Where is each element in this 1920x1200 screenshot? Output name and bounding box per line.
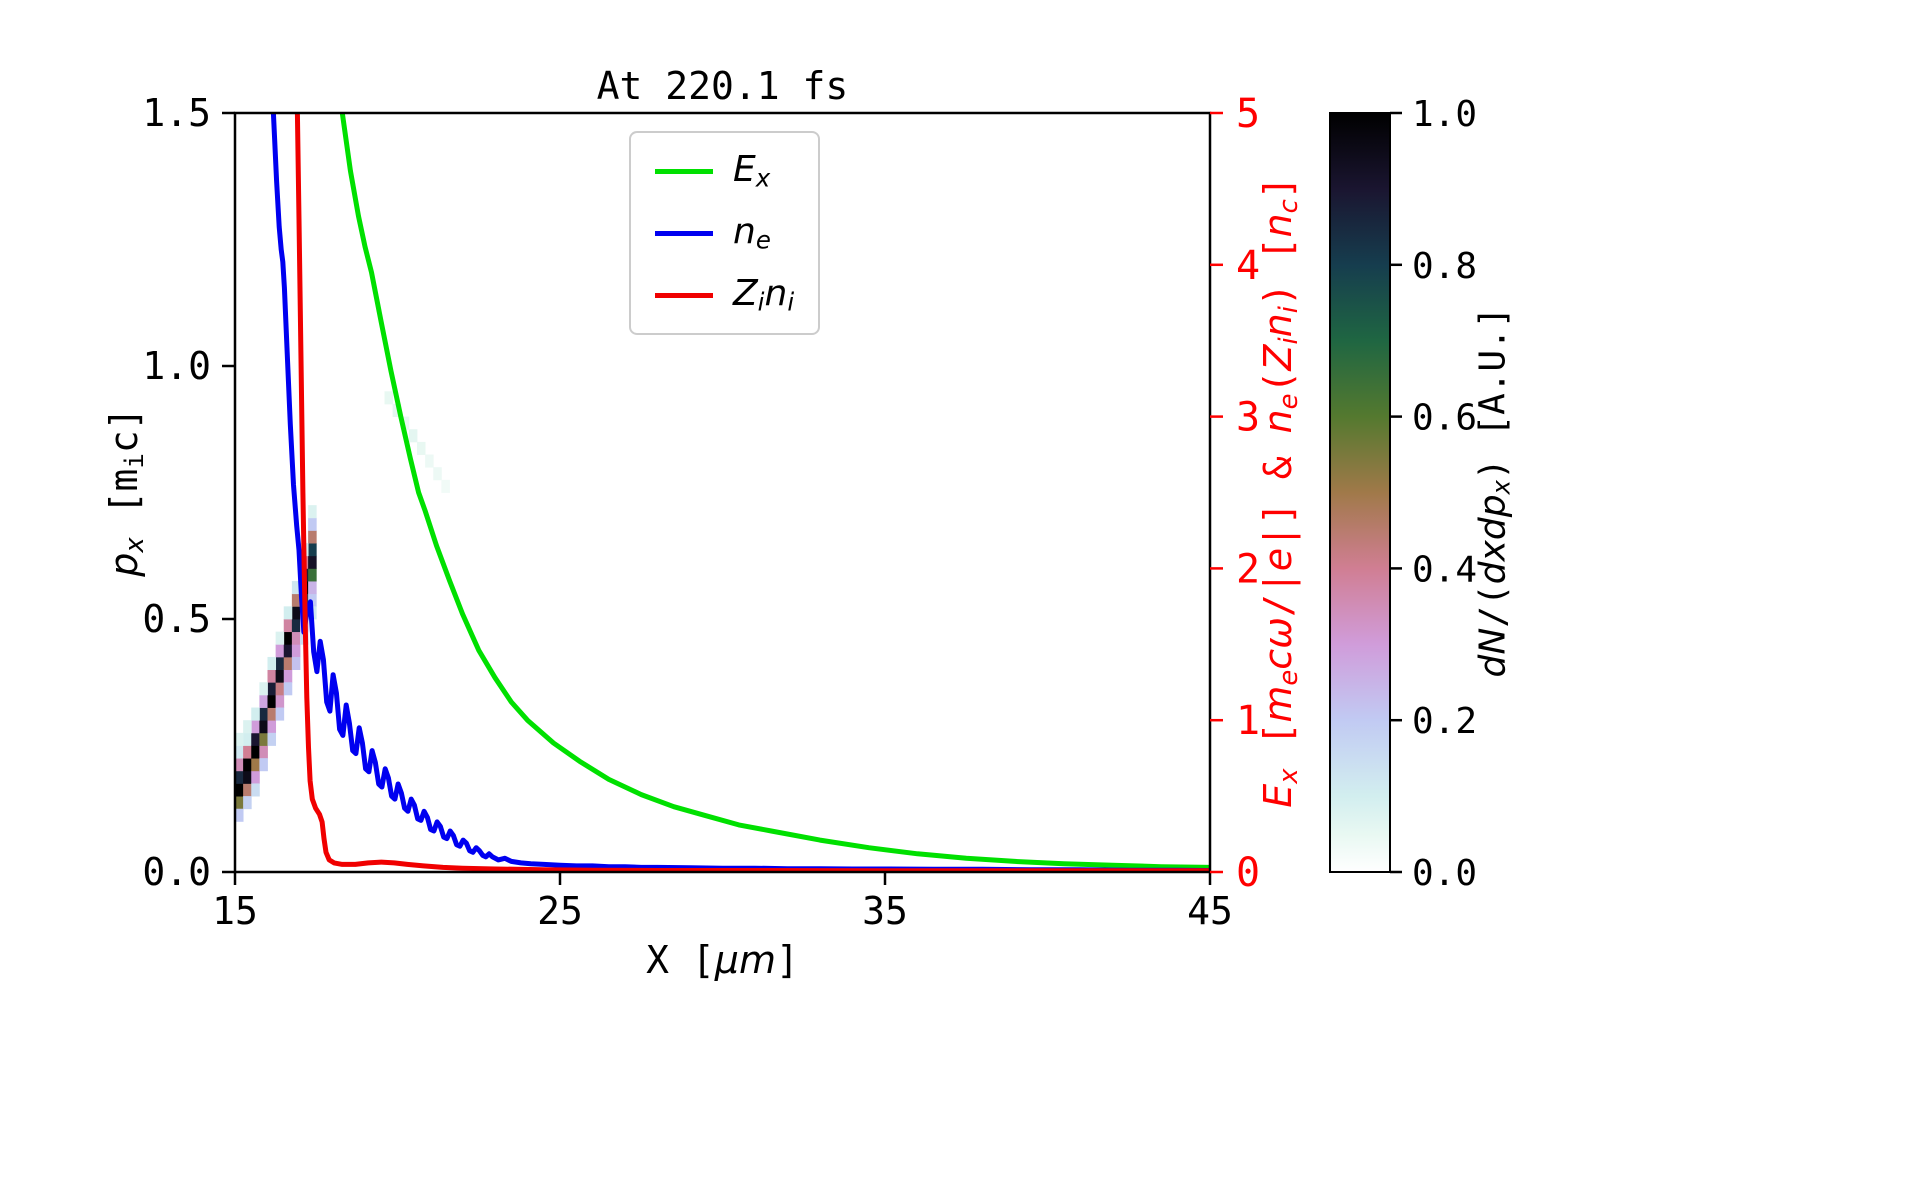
svg-text:25: 25 <box>537 889 583 933</box>
svg-text:0.6: 0.6 <box>1412 398 1477 439</box>
svg-text:3: 3 <box>1236 395 1260 441</box>
svg-text:0.0: 0.0 <box>142 850 211 894</box>
legend-label-zini: Zini <box>733 273 795 317</box>
legend-label-ne: ne <box>733 211 771 255</box>
svg-text:1.0: 1.0 <box>1412 94 1477 135</box>
svg-text:35: 35 <box>862 889 908 933</box>
legend-label-ex: Ex <box>733 149 771 193</box>
svg-text:0.2: 0.2 <box>1412 701 1477 742</box>
svg-text:15: 15 <box>212 889 258 933</box>
svg-text:0.8: 0.8 <box>1412 246 1477 287</box>
svg-text:0.5: 0.5 <box>142 597 211 641</box>
svg-text:1.5: 1.5 <box>142 91 211 135</box>
legend-entry-ne: ne <box>655 207 794 259</box>
legend-entry-zini: Zini <box>655 269 794 321</box>
svg-text:0: 0 <box>1236 850 1260 896</box>
legend-entry-ex: Ex <box>655 145 794 197</box>
x-axis-label: X [μm] <box>646 938 799 982</box>
legend: Ex ne Zini <box>629 131 821 335</box>
svg-text:2: 2 <box>1236 546 1260 592</box>
legend-line-ne-icon <box>655 230 713 236</box>
svg-text:4: 4 <box>1236 243 1260 289</box>
axis-ticks: 15 25 35 450.00.51.01.50123450.00.20.40.60.… <box>142 91 1477 933</box>
line-series-layer <box>270 113 1210 872</box>
y-axis-label-left: px [mic] <box>102 407 150 577</box>
colorbar <box>1329 111 1402 874</box>
legend-line-zini-icon <box>655 292 713 298</box>
line-0 <box>339 113 1210 870</box>
svg-text:1: 1 <box>1236 698 1260 744</box>
svg-text:0.4: 0.4 <box>1412 549 1477 590</box>
y-axis-label-right: Ex [mecω/|e|] & ne(Zini) [nc] <box>1256 176 1304 808</box>
colorbar-label: dN/(dxdpx) [A.U.] <box>1472 306 1516 678</box>
line-2 <box>294 113 1210 872</box>
plot-border <box>233 111 1212 874</box>
legend-line-ex-icon <box>655 168 713 174</box>
heatmap-layer <box>235 391 450 822</box>
svg-text:5: 5 <box>1236 91 1260 137</box>
svg-text:1.0: 1.0 <box>142 344 211 388</box>
svg-text:45: 45 <box>1187 889 1233 933</box>
line-1 <box>270 113 1210 872</box>
plot-title: At 220.1 fs <box>596 64 849 108</box>
svg-text:0.0: 0.0 <box>1412 853 1477 894</box>
